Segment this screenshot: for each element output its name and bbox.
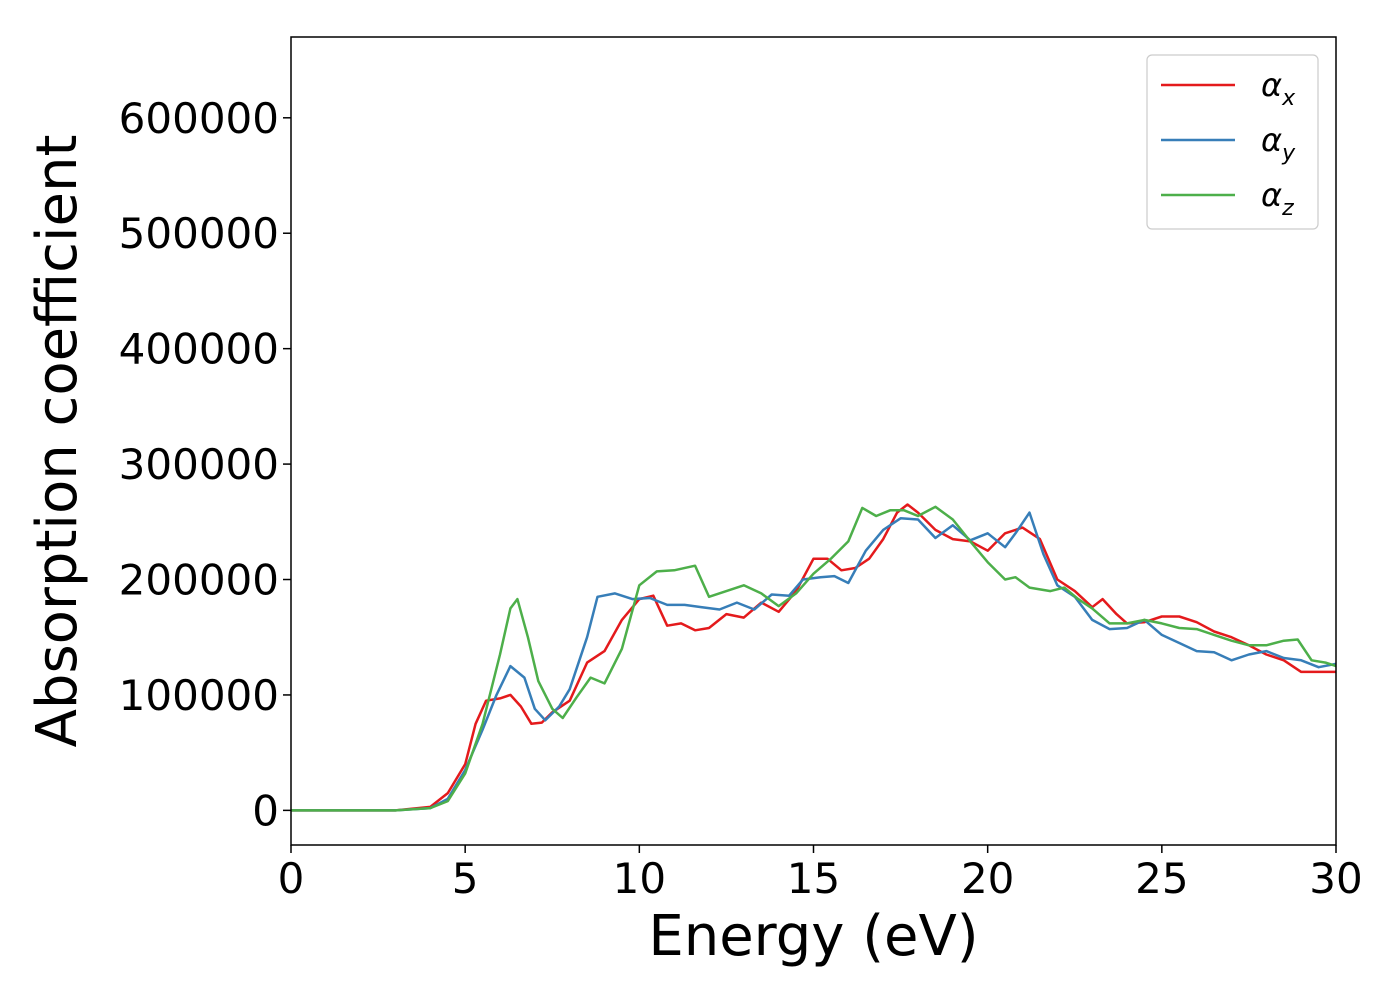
series-layer	[291, 503, 1336, 812]
x-axis-label: Energy (eV)	[648, 904, 978, 969]
series-line-alpha-y	[291, 511, 1336, 812]
x-tick-label: 5	[452, 854, 479, 903]
y-axis: 0 100000 200000 300000 400000 500000 600000	[119, 94, 291, 835]
x-tick-label: 0	[278, 854, 305, 903]
legend-label: αz	[1261, 176, 1294, 221]
y-axis-label: Absorption coefficient	[25, 135, 90, 748]
x-tick-label: 10	[613, 854, 666, 903]
y-tick-label: 600000	[119, 94, 279, 143]
x-tick-label: 15	[787, 854, 840, 903]
legend: αx αy αz	[1146, 54, 1319, 230]
series-line-alpha-x	[291, 503, 1336, 812]
legend-entry-alpha-x: αx	[1161, 66, 1296, 111]
y-tick-label: 300000	[119, 440, 279, 489]
x-axis: 0 5 10 15 20 25 30	[278, 845, 1363, 903]
x-tick-label: 20	[961, 854, 1014, 903]
y-tick-label: 200000	[119, 556, 279, 605]
legend-label: αy	[1261, 121, 1296, 166]
legend-box	[1146, 54, 1319, 230]
x-tick-label: 30	[1309, 854, 1362, 903]
legend-entry-alpha-y: αy	[1161, 121, 1296, 166]
y-tick-label: 400000	[119, 325, 279, 374]
legend-entry-alpha-z: αz	[1161, 176, 1294, 221]
legend-label: αx	[1261, 66, 1296, 111]
y-tick-label: 100000	[119, 671, 279, 720]
y-tick-label: 500000	[119, 209, 279, 258]
series-line-alpha-z	[291, 505, 1336, 812]
y-tick-label: 0	[252, 786, 279, 835]
x-tick-label: 25	[1135, 854, 1188, 903]
